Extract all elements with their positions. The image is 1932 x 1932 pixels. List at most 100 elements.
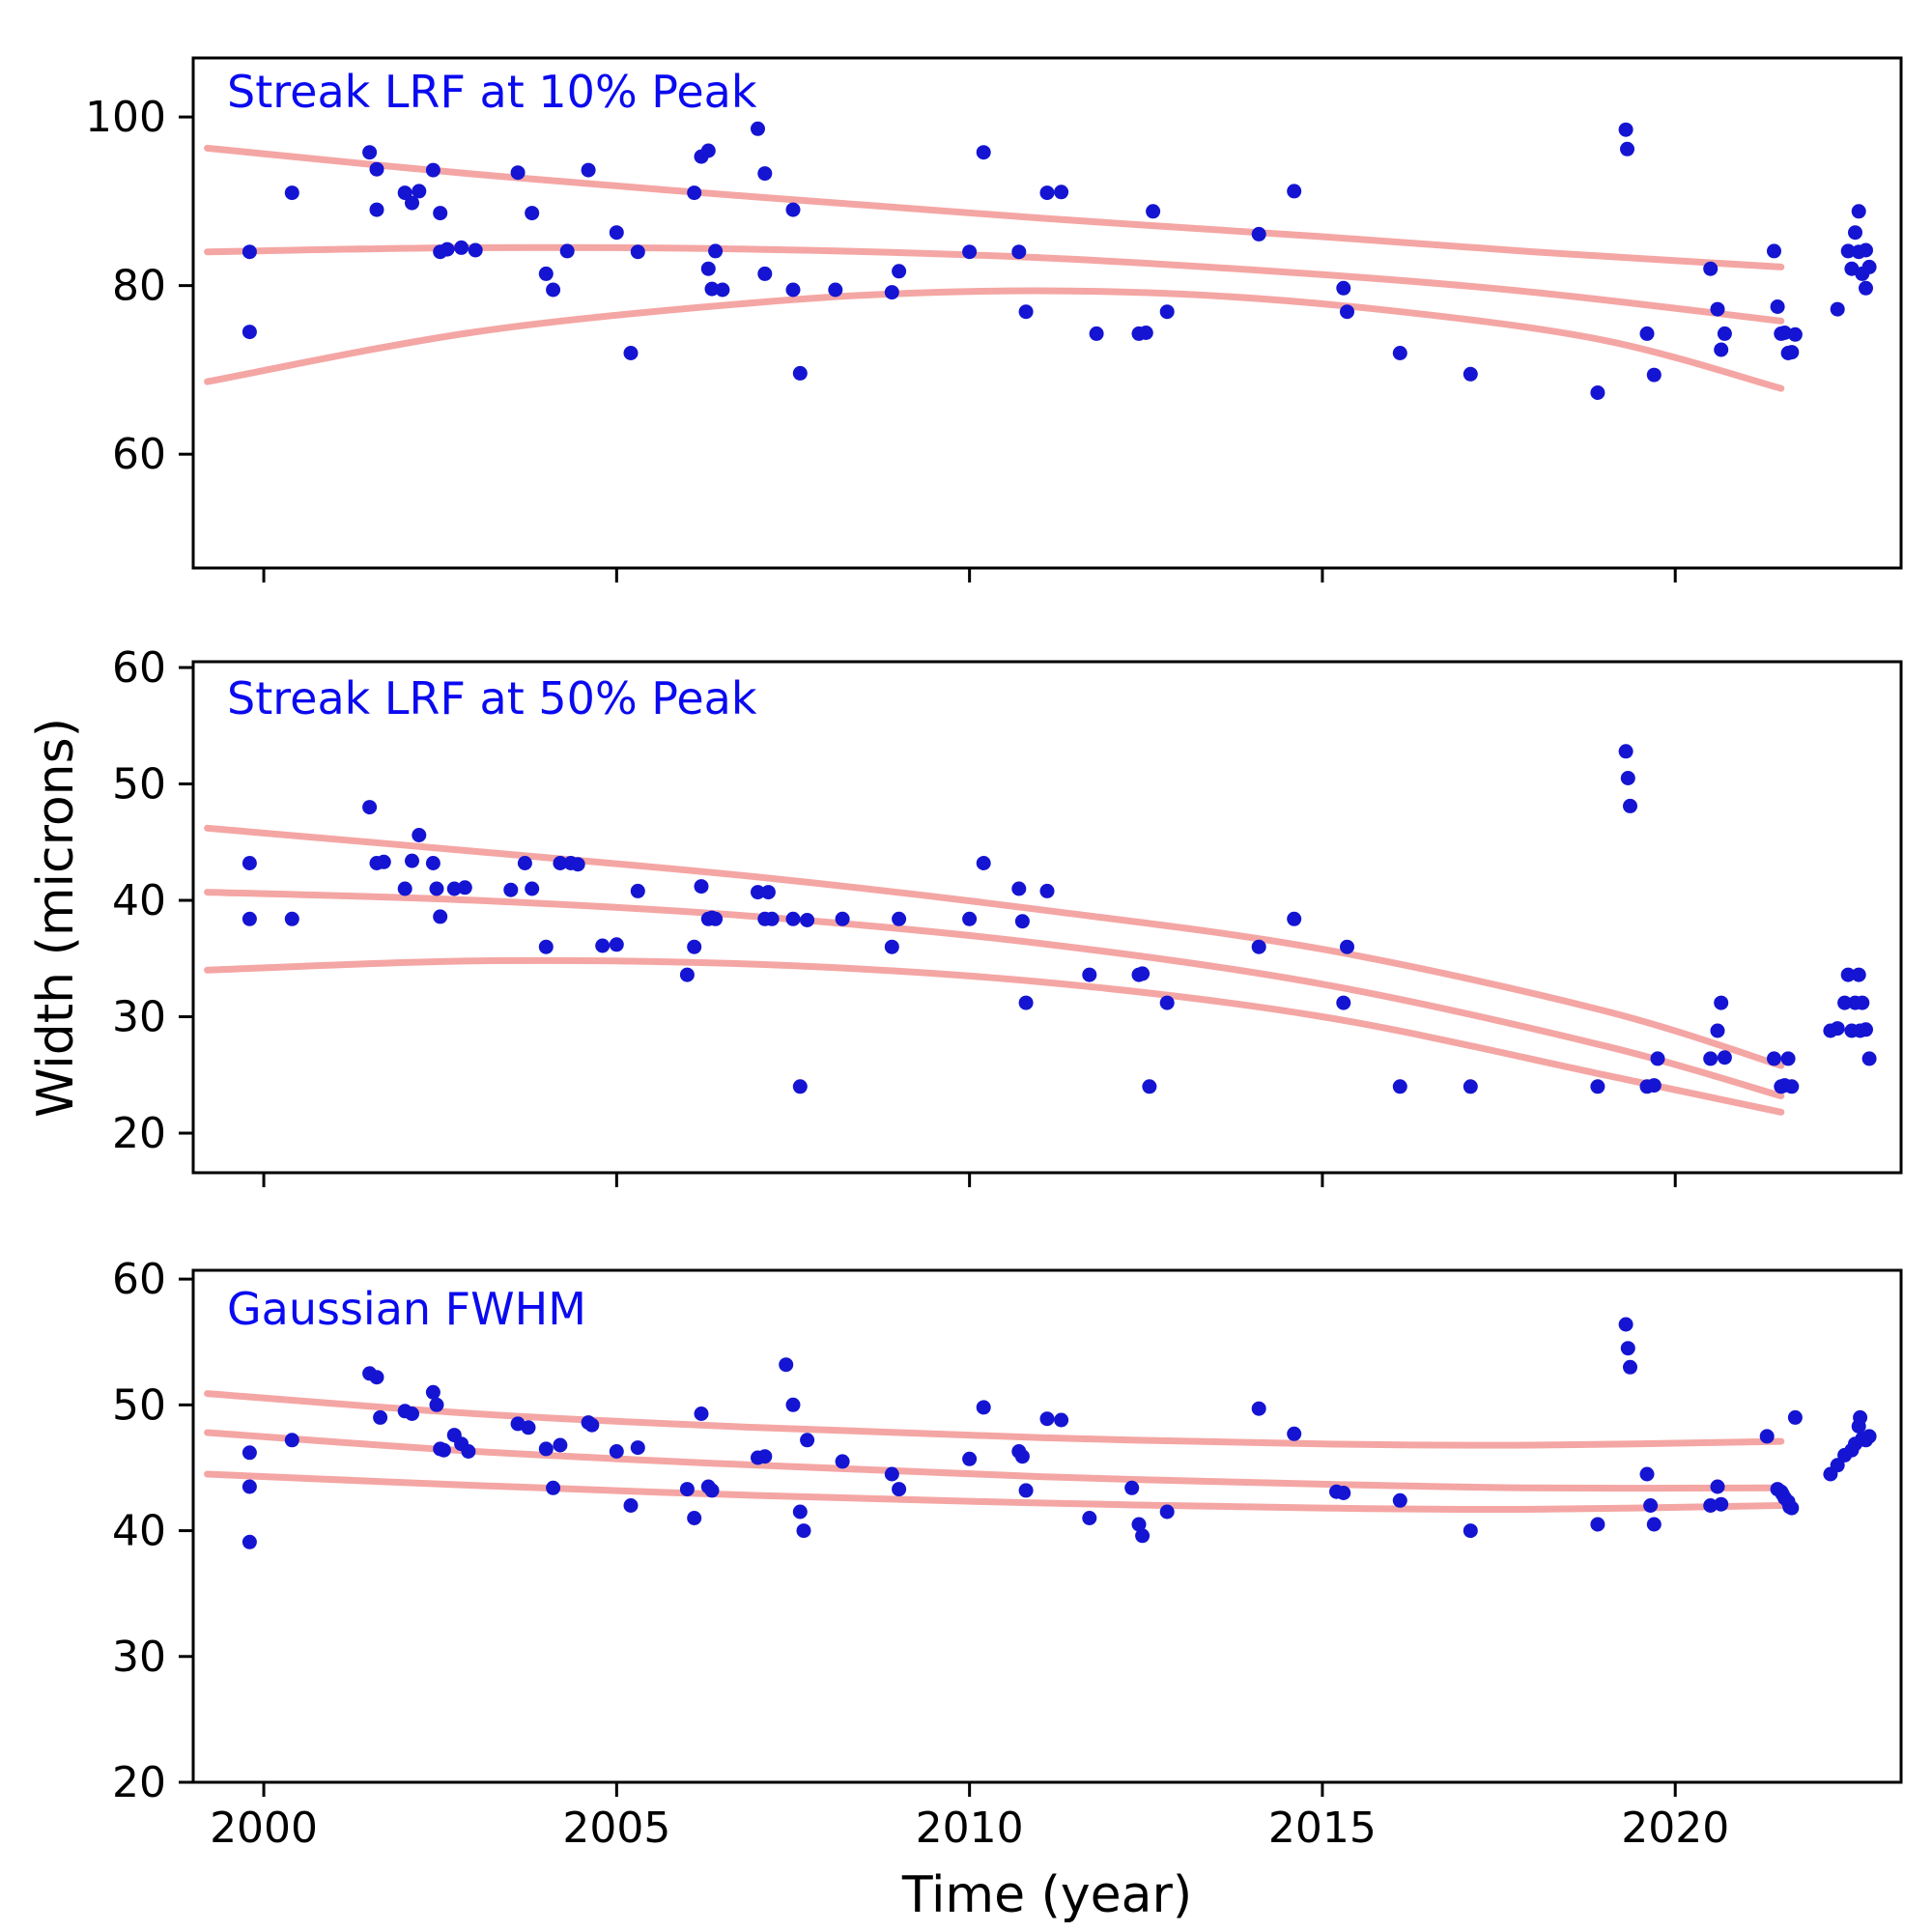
- data-point: [1646, 1517, 1662, 1532]
- data-point: [1830, 1021, 1845, 1037]
- data-point: [757, 266, 773, 281]
- data-point: [1159, 1504, 1175, 1520]
- data-point: [1837, 995, 1853, 1010]
- data-point: [1159, 995, 1175, 1010]
- data-point: [525, 881, 540, 896]
- data-point: [425, 1384, 440, 1400]
- data-point: [538, 939, 554, 954]
- data-point: [1287, 184, 1302, 199]
- data-point: [623, 1498, 639, 1513]
- data-point: [1830, 301, 1845, 317]
- data-point: [835, 911, 850, 926]
- data-point: [751, 885, 765, 900]
- data-point: [369, 161, 384, 177]
- data-point: [369, 202, 384, 217]
- data-point: [892, 911, 907, 926]
- data-point: [1767, 243, 1781, 259]
- x-tick-label: 2020: [1621, 1804, 1729, 1853]
- data-point: [757, 166, 773, 182]
- data-point: [1620, 141, 1634, 156]
- data-point: [242, 1534, 257, 1549]
- data-point: [687, 185, 702, 201]
- data-point: [694, 879, 709, 895]
- data-point: [779, 1357, 794, 1373]
- data-point: [1639, 1466, 1655, 1482]
- data-point: [630, 883, 645, 898]
- data-point: [884, 285, 899, 300]
- data-point: [1011, 244, 1027, 260]
- y-tick-label: 60: [112, 1255, 166, 1304]
- data-point: [715, 282, 730, 298]
- data-point: [436, 1442, 451, 1458]
- data-point: [553, 1437, 568, 1453]
- data-point: [1018, 304, 1034, 320]
- trend-curve: [204, 1429, 1785, 1492]
- data-point: [1855, 995, 1870, 1010]
- data-point: [700, 143, 716, 158]
- data-point: [1131, 1517, 1147, 1532]
- data-point: [1463, 366, 1478, 382]
- x-tick-label: 2000: [210, 1804, 318, 1853]
- data-point: [517, 856, 532, 870]
- y-tick-label: 20: [112, 1109, 166, 1158]
- axes-frame: [191, 660, 1903, 1175]
- data-point: [679, 1482, 695, 1497]
- data-point: [1392, 1492, 1407, 1508]
- data-point: [369, 1370, 384, 1385]
- data-point: [884, 939, 899, 954]
- data-point: [405, 853, 419, 868]
- data-point: [1039, 883, 1055, 898]
- data-point: [1089, 326, 1104, 341]
- data-point: [284, 1433, 299, 1448]
- data-point: [1840, 243, 1856, 259]
- data-point: [405, 195, 419, 211]
- data-point: [446, 881, 462, 896]
- trend-curve: [204, 243, 1785, 325]
- x-tick-label: 2005: [562, 1804, 670, 1853]
- data-point: [1861, 1051, 1877, 1066]
- data-point: [792, 1504, 808, 1520]
- axes-frame: [191, 1268, 1903, 1784]
- y-tick-label: 60: [112, 430, 166, 479]
- data-point: [1251, 1401, 1266, 1416]
- data-point: [1014, 1449, 1030, 1464]
- data-point: [1011, 881, 1027, 896]
- data-point: [962, 911, 978, 926]
- data-point: [1710, 1479, 1725, 1494]
- data-point: [373, 1409, 388, 1425]
- data-point: [630, 1440, 645, 1456]
- data-point: [1646, 1078, 1662, 1094]
- data-point: [521, 1420, 536, 1435]
- y-tick-label: 40: [112, 1507, 166, 1556]
- trend-curve: [204, 144, 1785, 270]
- x-tick-label: 2010: [916, 1804, 1024, 1853]
- trend-curve: [204, 889, 1785, 1099]
- data-point: [242, 244, 257, 260]
- data-point: [1590, 1079, 1605, 1094]
- data-point: [1618, 744, 1634, 759]
- data-point: [1643, 1498, 1659, 1513]
- x-axis-label: Time (year): [901, 1866, 1193, 1924]
- data-point: [1039, 1411, 1055, 1427]
- data-point: [976, 856, 991, 870]
- data-point: [412, 184, 427, 199]
- data-point: [1039, 185, 1055, 201]
- data-point: [433, 206, 448, 221]
- data-point: [510, 165, 526, 181]
- data-point: [976, 1400, 991, 1415]
- data-point: [1767, 1051, 1781, 1066]
- data-point: [595, 938, 611, 953]
- data-point: [1861, 1429, 1877, 1444]
- data-point: [796, 1523, 811, 1539]
- data-point: [1251, 226, 1266, 242]
- data-point: [1787, 327, 1803, 342]
- y-tick-label: 30: [112, 993, 166, 1042]
- data-point: [433, 909, 448, 924]
- panel-title-streak-lrf-50: Streak LRF at 50% Peak: [227, 672, 757, 724]
- data-point: [892, 1482, 907, 1497]
- data-point: [1714, 1496, 1729, 1512]
- data-point: [1082, 967, 1097, 982]
- data-point: [1142, 1079, 1157, 1094]
- data-point: [525, 206, 540, 221]
